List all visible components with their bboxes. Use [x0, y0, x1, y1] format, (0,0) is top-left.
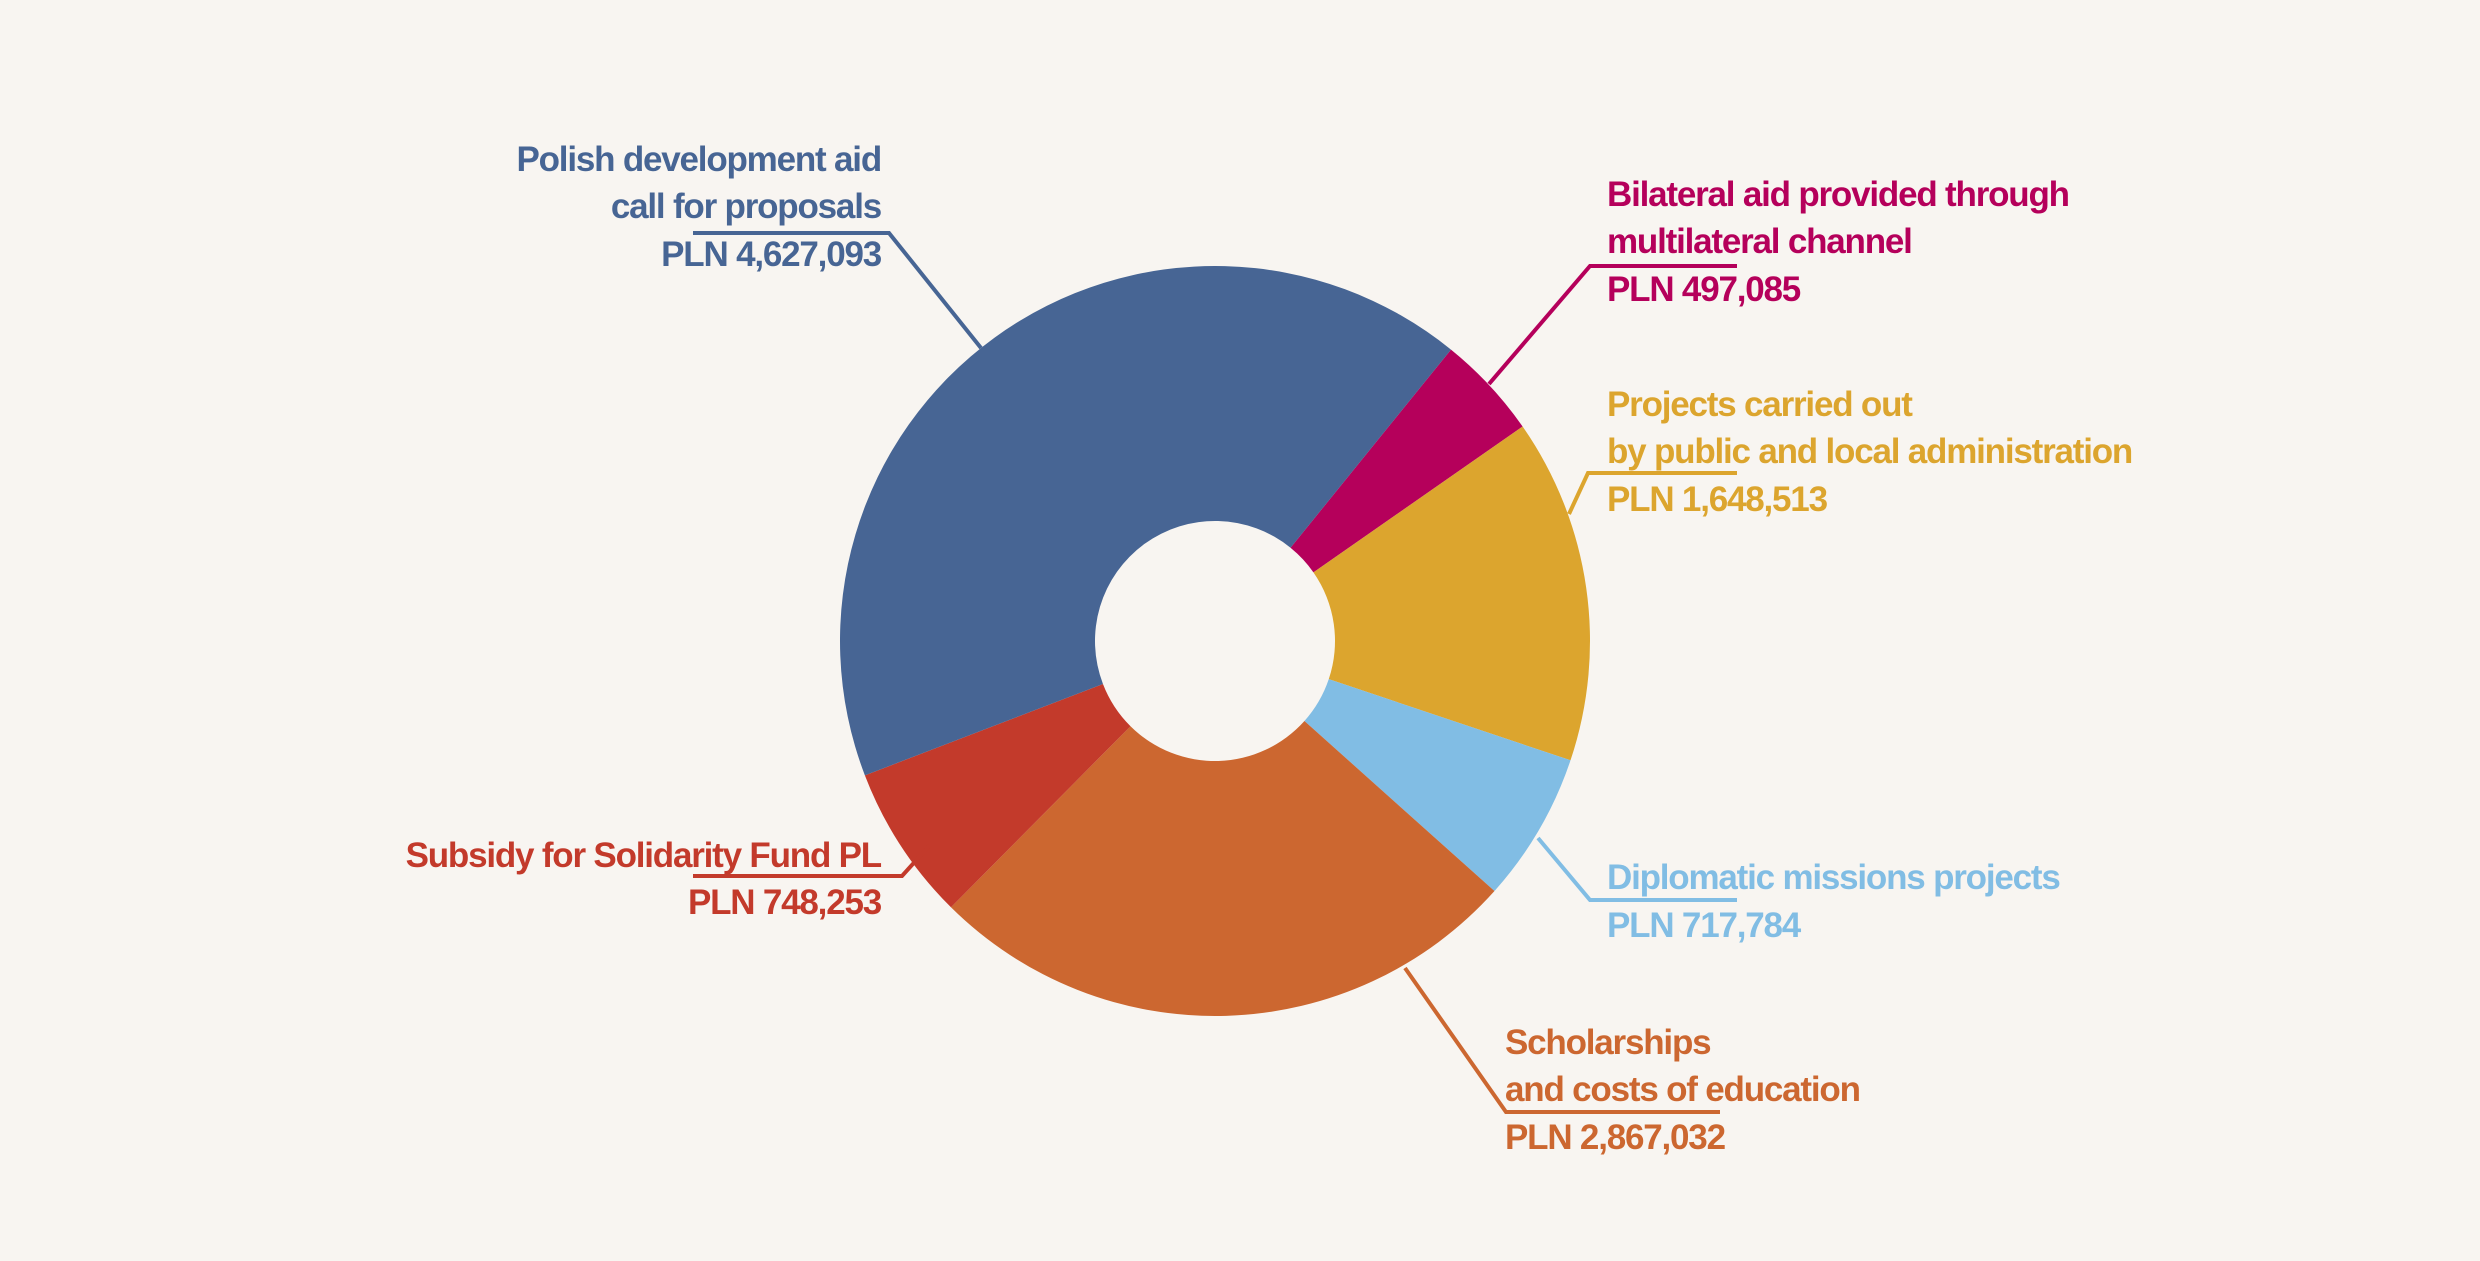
value-label: PLN 1,648,513 [1607, 480, 1828, 519]
label-public-administration: Projects carried out by public and local… [1607, 385, 2133, 519]
label-diplomatic-missions: Diplomatic missions projects PLN 717,784 [1607, 858, 2062, 945]
leader-line-diplomatic-missions [1536, 836, 1737, 902]
value-label: PLN 4,627,093 [661, 235, 882, 274]
label-bilateral-aid: Bilateral aid provided through multilate… [1607, 175, 2070, 309]
label-line: Polish development aid [516, 140, 881, 179]
label-line: call for proposals [611, 187, 882, 226]
label-line: multilateral channel [1607, 222, 1912, 261]
leader-line-solidarity-fund [693, 843, 932, 878]
donut-slice-projects-carried-out-by-public-and-local-administration [1313, 426, 1590, 761]
label-line: and costs of education [1505, 1070, 1860, 1109]
label-solidarity-fund: Subsidy for Solidarity Fund PL PLN 748,2… [406, 836, 883, 922]
label-line: Diplomatic missions projects [1607, 858, 2060, 897]
value-label: PLN 497,085 [1607, 270, 1801, 309]
label-line: Scholarships [1505, 1023, 1711, 1062]
label-line: Projects carried out [1607, 385, 1913, 424]
donut-slice-bilateral-aid-provided-through-multilateral-channel [1290, 349, 1523, 573]
donut-slice-diplomatic-missions-projects [1304, 679, 1571, 892]
label-scholarships: Scholarships and costs of education PLN … [1505, 1023, 1861, 1157]
leader-line-bilateral-aid [1487, 264, 1737, 386]
label-line: Subsidy for Solidarity Fund PL [406, 836, 882, 875]
label-polish-development-aid: Polish development aid call for proposal… [516, 140, 882, 274]
leader-line-polish-development-aid [693, 231, 983, 350]
donut-slice-polish-development-aid-call-for-proposals [840, 266, 1451, 776]
donut-slice-subsidy-for-solidarity-fund-pl [864, 683, 1131, 908]
value-label: PLN 748,253 [688, 883, 882, 922]
donut-slices [840, 266, 1590, 1017]
label-line: by public and local administration [1607, 432, 2132, 471]
value-label: PLN 717,784 [1607, 906, 1802, 945]
leader-line-public-administration [1567, 471, 1737, 515]
value-label: PLN 2,867,032 [1505, 1118, 1726, 1157]
donut-slice-scholarships-and-costs-of-education [950, 721, 1495, 1017]
label-line: Bilateral aid provided through [1607, 175, 2069, 214]
leader-line-scholarships [1403, 966, 1720, 1114]
